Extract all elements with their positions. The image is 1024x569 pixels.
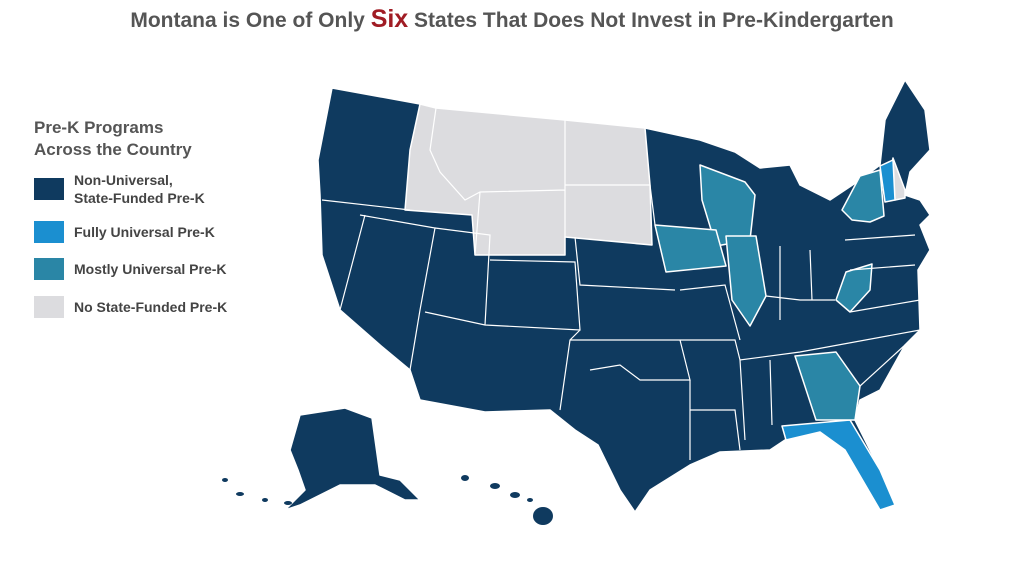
title-part: States That Does Not Invest in Pre-Kinde… <box>408 9 893 32</box>
legend-label: State-Funded Pre-K <box>74 190 205 206</box>
legend-swatch <box>34 296 64 318</box>
legend-swatch <box>34 178 64 200</box>
legend-heading: Across the Country <box>34 140 192 159</box>
map <box>222 79 931 525</box>
legend: Pre-K Programs Across the Country Non-Univ… <box>34 118 227 318</box>
title-highlight: Six <box>371 5 409 33</box>
legend-heading: Pre-K Programs <box>34 118 163 137</box>
legend-label: Fully Universal Pre-K <box>74 224 215 240</box>
legend-label: No State-Funded Pre-K <box>74 299 227 315</box>
legend-label: Mostly Universal Pre-K <box>74 261 227 277</box>
legend-label: Non-Universal, <box>74 172 173 188</box>
legend-swatch <box>34 258 64 280</box>
title-part: Montana is One of Only <box>130 9 370 32</box>
state-fully-universal <box>781 419 896 511</box>
legend-swatch <box>34 221 64 243</box>
hawaii <box>222 475 553 525</box>
alaska <box>284 407 421 511</box>
state-fully-universal <box>879 159 896 203</box>
states-mostly-universal <box>654 164 885 421</box>
state-border <box>321 184 921 460</box>
state-border <box>429 107 650 256</box>
title: Montana is One of Only Six States That D… <box>130 5 893 33</box>
